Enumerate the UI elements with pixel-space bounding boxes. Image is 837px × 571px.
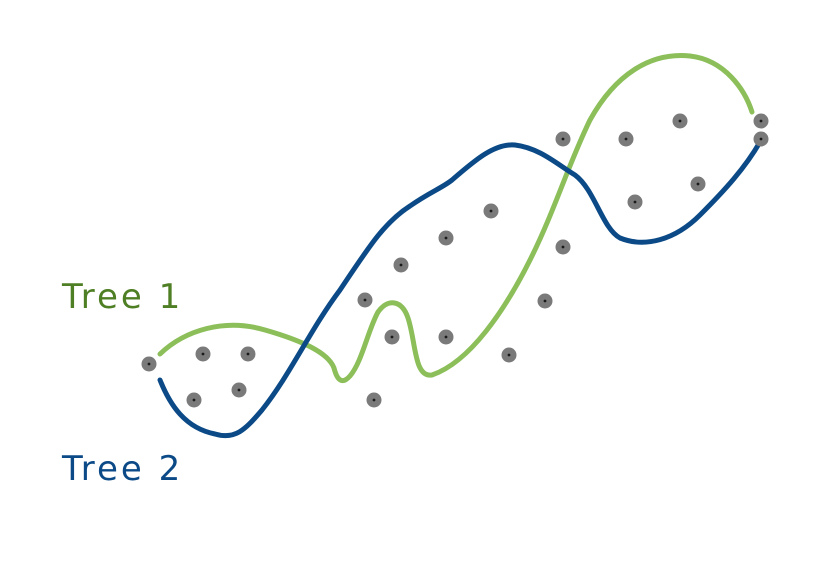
data-point: [627, 194, 643, 210]
data-point: [438, 230, 454, 246]
data-point: [690, 176, 706, 192]
data-point: [384, 329, 400, 345]
tree-2-label: Tree 2: [61, 449, 183, 489]
tree-2-curve: [157, 139, 763, 439]
data-point: [141, 356, 157, 372]
data-point: [555, 131, 571, 147]
data-point: [186, 392, 202, 408]
data-point: [483, 203, 499, 219]
data-point: [501, 347, 517, 363]
data-point: [753, 131, 769, 147]
data-point: [555, 239, 571, 255]
data-point: [672, 113, 688, 129]
data-point: [753, 113, 769, 129]
data-point: [357, 292, 373, 308]
data-point: [438, 329, 454, 345]
tree-1-label: Tree 1: [61, 277, 183, 317]
tree-1-curve: [157, 53, 755, 384]
data-point: [231, 382, 247, 398]
data-point: [366, 392, 382, 408]
data-point: [537, 293, 553, 309]
data-point: [393, 257, 409, 273]
data-point: [240, 346, 256, 362]
data-points: [141, 113, 769, 408]
data-point: [618, 131, 634, 147]
data-point: [195, 346, 211, 362]
